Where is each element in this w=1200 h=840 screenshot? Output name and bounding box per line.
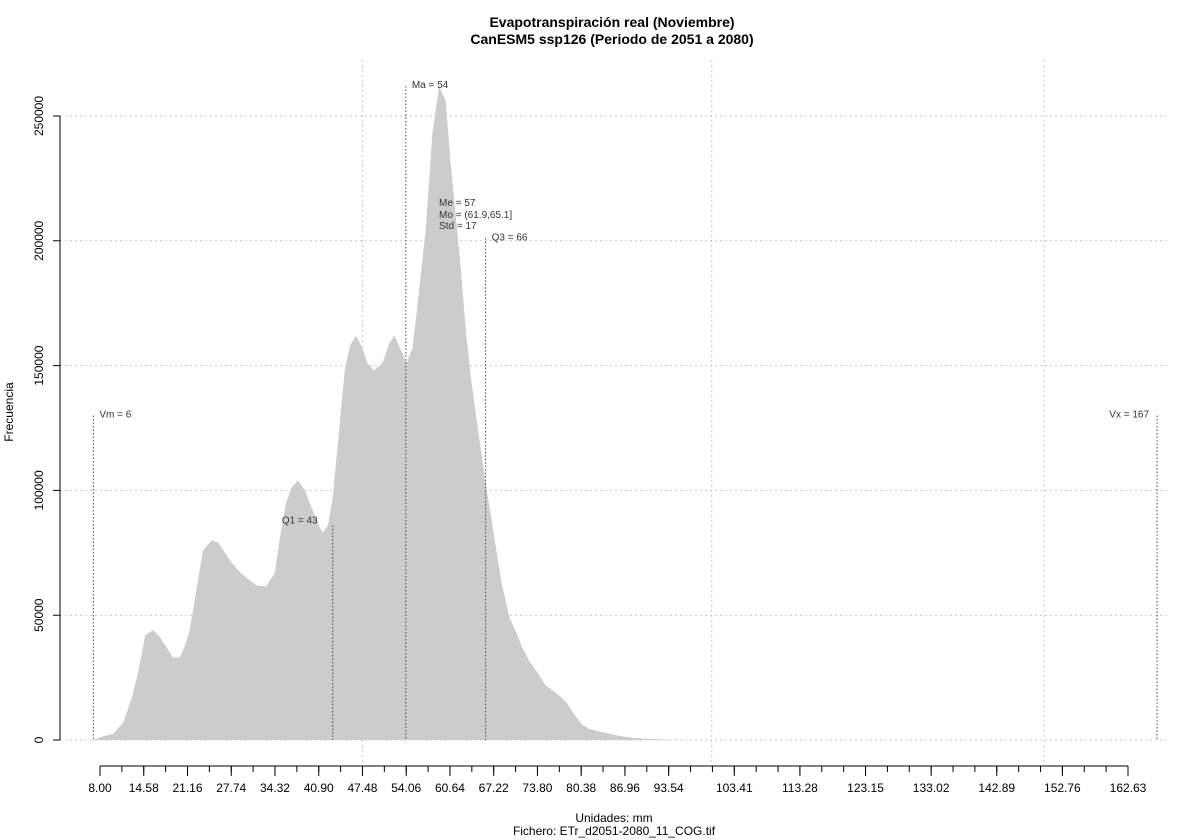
x-tick-label-7: 54.06 — [391, 781, 421, 795]
x-tick-label-0: 8.00 — [88, 781, 112, 795]
x-tick-label-11: 80.38 — [566, 781, 596, 795]
x-tick-label-1: 14.58 — [129, 781, 159, 795]
x-tick-label-15: 113.28 — [782, 781, 818, 795]
x-tick-label-16: 123.15 — [847, 781, 884, 795]
stats-std-label: Std = 17 — [439, 221, 477, 232]
y-tick-label-4: 200000 — [32, 220, 46, 260]
x-tick-label-10: 73.80 — [522, 781, 552, 795]
x-tick-label-17: 133.02 — [913, 781, 950, 795]
marker-label-q1: Q1 = 43 — [282, 515, 318, 526]
marker-label-vm: Vm = 6 — [99, 410, 131, 421]
chart-subtitle: CanESM5 ssp126 (Periodo de 2051 a 2080) — [470, 31, 753, 47]
y-tick-label-0: 0 — [32, 736, 46, 743]
x-tick-label-14: 103.41 — [716, 781, 753, 795]
x-tick-label-5: 40.90 — [304, 781, 334, 795]
x-axis-title: Unidades: mm — [575, 811, 652, 825]
x-axis: 8.00 14.58 21.16 27.74 34.32 40.90 47.48 54.06 6… — [88, 765, 1147, 795]
marker-lines: Vm = 6 Q1 = 43 Ma = 54 Q3 = 66 Vx = 167 — [92, 80, 1158, 740]
x-tick-label-2: 21.16 — [172, 781, 202, 795]
y-tick-label-5: 250000 — [32, 96, 46, 136]
y-tick-label-1: 50000 — [32, 598, 46, 632]
density-area — [93, 86, 1154, 740]
y-tick-label-3: 150000 — [32, 345, 46, 385]
x-tick-label-3: 27.74 — [216, 781, 246, 795]
x-tick-label-4: 34.32 — [260, 781, 290, 795]
file-footer: Fichero: ETr_d2051-2080_11_COG.tif — [513, 824, 716, 838]
marker-label-q3: Q3 = 66 — [492, 232, 528, 243]
y-axis-title: Frecuencia — [2, 382, 16, 442]
x-tick-label-18: 142.89 — [978, 781, 1015, 795]
chart-title: Evapotranspiración real (Noviembre) — [489, 14, 734, 30]
marker-label-vx: Vx = 167 — [1109, 410, 1149, 421]
y-tick-label-2: 100000 — [32, 470, 46, 510]
stats-median-label: Me = 57 — [439, 198, 476, 209]
x-tick-label-8: 60.64 — [435, 781, 465, 795]
marker-label-ma: Ma = 54 — [412, 80, 449, 91]
x-tick-label-6: 47.48 — [347, 781, 377, 795]
x-tick-label-13: 93.54 — [654, 781, 684, 795]
x-tick-label-20: 162.63 — [1110, 781, 1147, 795]
stats-mode-label: Mo = (61.9,65.1] — [439, 210, 512, 221]
x-tick-label-9: 67.22 — [479, 781, 509, 795]
y-axis: 0 50000 100000 150000 200000 250000 — [32, 96, 61, 743]
x-tick-label-12: 86.96 — [610, 781, 640, 795]
x-tick-label-19: 152.76 — [1044, 781, 1081, 795]
